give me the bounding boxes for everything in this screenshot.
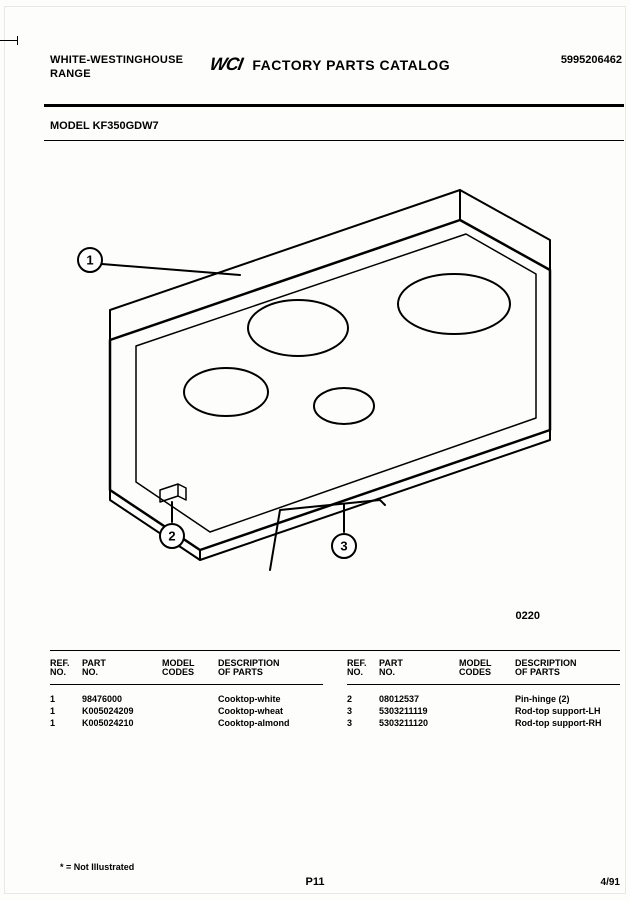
exploded-diagram: 1 2 3 (50, 160, 590, 590)
brand-line1: WHITE-WESTINGHOUSE (50, 54, 183, 68)
table-left-column: REF.NO. PARTNO. MODELCODES DESCRIPTIONOF… (50, 653, 323, 769)
hdr-model: MODELCODES (162, 659, 218, 678)
hdr-desc: DESCRIPTIONOF PARTS (218, 659, 323, 678)
table-header-left: REF.NO. PARTNO. MODELCODES DESCRIPTIONOF… (50, 653, 323, 682)
table-row: 1K005024210Cooktop-almond (50, 717, 323, 729)
header-rule (44, 104, 624, 107)
catalog-title: FACTORY PARTS CATALOG (252, 57, 450, 73)
model-label: MODEL KF350GDW7 (50, 120, 159, 132)
hdr-part-r: PARTNO. (379, 659, 459, 678)
catalog-number: 5995206462 (561, 54, 622, 66)
table-rule-top (50, 650, 620, 651)
catalog-title-block: WCI FACTORY PARTS CATALOG (210, 54, 450, 75)
callout-1: 1 (86, 253, 93, 268)
callout-2: 2 (168, 529, 175, 544)
wci-logo: WCI (208, 54, 244, 75)
callout-3: 3 (340, 539, 347, 554)
hdr-ref-r: REF.NO. (347, 659, 379, 678)
hdr-model-r: MODELCODES (459, 659, 515, 678)
brand-block: WHITE-WESTINGHOUSE RANGE (50, 54, 183, 82)
table-row: 35303211119Rod-top support-LH (347, 705, 620, 717)
footnote: * = Not Illustrated (60, 862, 134, 872)
table-header-right: REF.NO. PARTNO. MODELCODES DESCRIPTIONOF… (347, 653, 620, 682)
diagram-svg: 1 2 3 (50, 160, 590, 590)
table-row: 198476000Cooktop-white (50, 693, 323, 705)
table-row: 35303211120Rod-top support-RH (347, 717, 620, 729)
date-rev: 4/91 (601, 877, 620, 888)
hdr-part: PARTNO. (82, 659, 162, 678)
table-right-column: REF.NO. PARTNO. MODELCODES DESCRIPTIONOF… (347, 653, 620, 769)
model-rule (44, 140, 624, 141)
diagram-code: 0220 (516, 610, 540, 622)
parts-table: REF.NO. PARTNO. MODELCODES DESCRIPTIONOF… (50, 650, 620, 769)
hdr-desc-r: DESCRIPTIONOF PARTS (515, 659, 620, 678)
page-number: P11 (0, 876, 630, 888)
table-row: 1K005024209Cooktop-wheat (50, 705, 323, 717)
brand-line2: RANGE (50, 68, 183, 82)
header: WHITE-WESTINGHOUSE RANGE WCI FACTORY PAR… (50, 54, 622, 94)
hdr-ref: REF.NO. (50, 659, 82, 678)
table-row: 208012537Pin-hinge (2) (347, 693, 620, 705)
crop-mark (0, 40, 18, 41)
